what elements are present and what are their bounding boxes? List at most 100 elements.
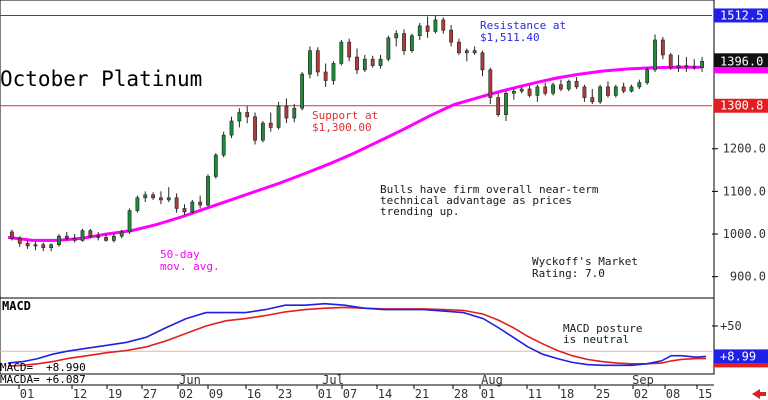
candle [206,174,210,207]
candle-body [543,86,548,94]
candle-body [300,73,305,109]
candle [645,67,650,85]
x-month-label: Sep [632,373,654,387]
candle [276,101,281,130]
candle-body [159,197,163,201]
candle [308,46,312,79]
support-price-tag [714,98,768,113]
candle-body [464,50,469,54]
candle-body [41,244,46,248]
price-tick-label: 1100.0 [723,184,766,198]
candle-body [135,197,140,211]
candle [637,79,642,90]
macd-lines-layer [7,302,707,367]
macda-value-tag [714,363,768,368]
candle [590,89,595,104]
x-day-label: 28 [454,387,468,400]
candle-body [417,25,422,37]
candle-body [315,50,320,73]
candle [221,131,226,158]
rating-annotation: Wyckoff's Market Rating: 7.0 [532,255,638,280]
candle-body [151,194,155,199]
resistance-annotation: Resistance at $1,511.40 [480,19,566,44]
candle [213,153,218,179]
candle [433,15,438,34]
candle-body [378,58,383,66]
candle [253,112,257,145]
x-day-label: 21 [415,387,429,400]
scroll-left-icon[interactable] [752,389,766,399]
resistance-price-label: 1512.5 [720,8,763,22]
candle [57,234,61,247]
candle [574,77,579,90]
candle-body [480,52,485,71]
x-day-label: 27 [143,387,157,400]
candle-body [229,120,234,136]
candle [64,231,69,241]
candle-body [700,61,704,69]
candle-body [292,107,297,119]
candle [386,35,391,62]
candle [104,234,108,242]
candle [621,82,626,94]
macd-annotation: MACD posture is neutral [563,322,642,346]
price-tick-label: 900.0 [730,270,766,284]
macd-labels: MACD MACD posture is neutral MACD= +8.990 MAC… [0,299,768,386]
x-day-label: 08 [666,387,680,400]
candle [511,88,516,100]
candle-body [472,50,477,54]
candle [190,199,195,214]
candle [582,84,587,102]
x-day-label: 02 [179,387,193,400]
macd-readout-value: +8.990 [46,361,86,374]
macd-readout-label: MACD= [0,361,33,374]
candle [660,37,665,60]
candle [135,195,140,213]
candle-body [598,86,603,103]
candle-body [237,112,242,122]
candle-body [535,86,540,96]
macd-readout-value: +6.087 [46,373,86,386]
x-day-label: 12 [73,387,87,400]
candle-body [668,54,673,69]
candle [174,193,179,213]
candle-body [519,88,524,92]
price-tick-label: 1200.0 [723,142,766,156]
candle [182,204,187,215]
candle [268,112,273,132]
candle [613,84,618,98]
candle-body [49,244,54,248]
candle-body [676,65,681,69]
candle-body [684,65,689,68]
candle [472,46,477,55]
candle [409,33,414,53]
candle [676,54,681,72]
candle-body [331,63,336,81]
x-day-label: 18 [560,387,574,400]
candle-body [637,82,642,88]
candle [668,52,673,70]
candle [527,85,532,98]
candle-body [182,208,187,213]
candle-body [621,86,626,92]
candle [323,63,328,87]
candle-body [72,237,77,241]
ma-price-tag [714,67,768,74]
candle [347,38,352,62]
candle [33,241,38,251]
macd-frame [0,297,715,375]
candle [237,108,242,128]
candle [143,191,148,203]
candle [315,47,320,77]
resistance-price-tag [714,8,768,23]
moving-average-label: 50-day mov. avg. [160,248,220,273]
macd-line [7,302,707,367]
candle [441,17,446,34]
candle-body [566,81,571,90]
candle [151,192,155,200]
candle [449,25,454,47]
candle-body [370,58,375,66]
candle-body [613,86,618,96]
candle [362,54,367,72]
candle-body [692,66,697,69]
